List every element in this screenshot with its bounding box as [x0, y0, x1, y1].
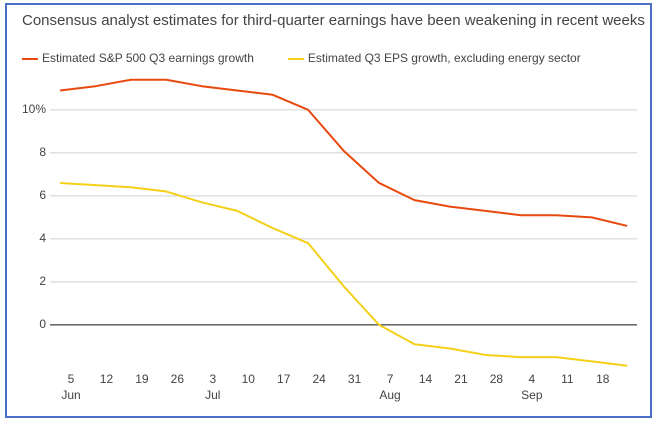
x-tick-label: 5	[68, 372, 75, 386]
y-tick-label: 8	[39, 145, 46, 159]
x-tick-label: 19	[135, 372, 149, 386]
x-tick-label: 3	[209, 372, 216, 386]
series-line	[59, 78, 628, 227]
x-tick-label: 11	[561, 372, 574, 386]
x-tick-label: 21	[454, 372, 468, 386]
x-tick-label: 12	[100, 372, 114, 386]
month-label: Jul	[205, 388, 220, 402]
y-tick-label: 6	[39, 188, 46, 202]
x-tick-label: 10	[242, 372, 256, 386]
legend-label: Estimated Q3 EPS growth, excluding energ…	[308, 51, 581, 65]
x-tick-label: 24	[312, 372, 326, 386]
month-label: Sep	[521, 388, 543, 402]
x-tick-label: 7	[387, 372, 394, 386]
frame	[5, 3, 652, 418]
y-tick-label: 0	[39, 317, 46, 331]
x-tick-label: 31	[348, 372, 362, 386]
y-tick-label: 4	[39, 231, 46, 245]
x-tick-label: 4	[529, 372, 536, 386]
month-label: Aug	[379, 388, 400, 402]
x-tick-label: 26	[171, 372, 185, 386]
y-tick-label: 10%	[22, 102, 46, 116]
x-tick-label: 14	[419, 372, 433, 386]
x-tick-label: 18	[596, 372, 610, 386]
chart-title: Consensus analyst estimates for third-qu…	[22, 12, 645, 29]
series-line	[59, 181, 628, 367]
y-tick-label: 2	[39, 274, 46, 288]
legend-label: Estimated S&P 500 Q3 earnings growth	[42, 51, 254, 65]
month-label: Jun	[61, 388, 80, 402]
x-tick-label: 17	[277, 372, 291, 386]
x-tick-label: 28	[490, 372, 504, 386]
